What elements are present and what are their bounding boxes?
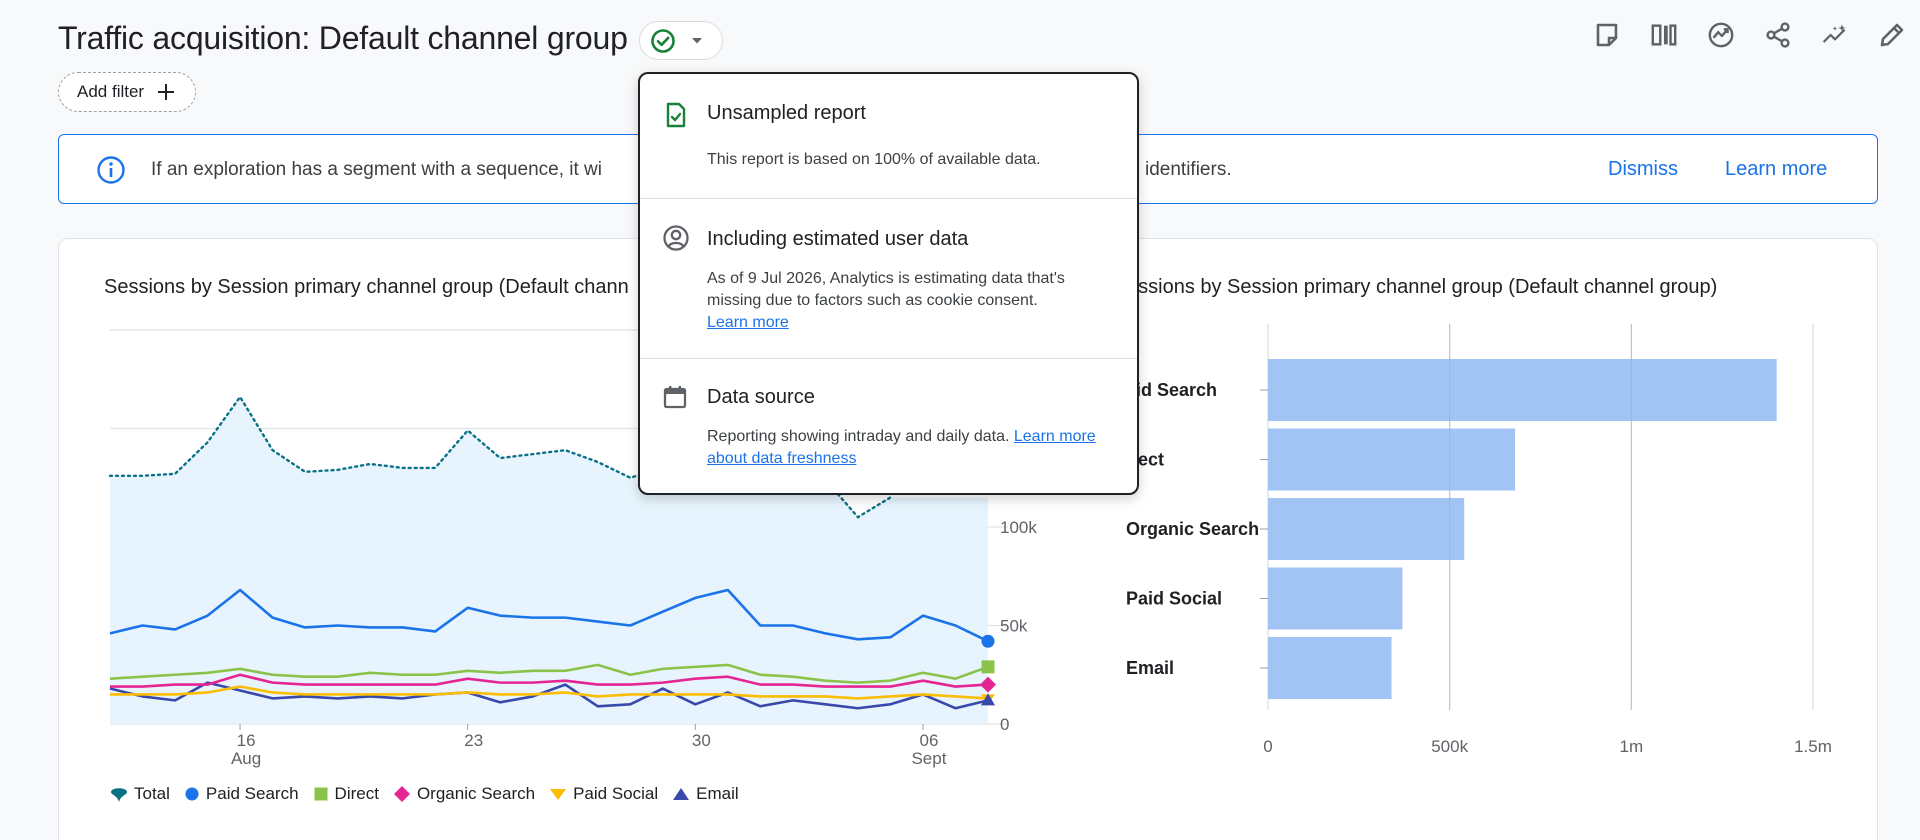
note-icon[interactable] bbox=[1593, 17, 1621, 53]
organic-search-line bbox=[110, 673, 989, 688]
legend-label: Email bbox=[696, 784, 739, 803]
page-title: Traffic acquisition: Default channel gro… bbox=[58, 20, 628, 56]
data-quality-status-button[interactable] bbox=[639, 21, 723, 60]
x-tick-sublabel: Aug bbox=[231, 749, 261, 768]
y-tick-label: 0 bbox=[1000, 715, 1009, 734]
learn-more-link[interactable]: Learn more bbox=[1725, 158, 1828, 180]
legend-label: Paid Search bbox=[205, 784, 299, 803]
line-chart-title: Sessions by Session primary channel grou… bbox=[104, 276, 629, 298]
compare-icon[interactable] bbox=[1650, 17, 1678, 53]
legend-item-paid-social[interactable]: Paid Social bbox=[549, 784, 658, 804]
email-line bbox=[109, 681, 989, 710]
legend-marker-total-icon bbox=[110, 785, 128, 803]
legend-label: Total bbox=[134, 784, 170, 803]
legend-item-paid-search[interactable]: Paid Search bbox=[184, 784, 299, 804]
y-tick-label: 100k bbox=[1000, 518, 1037, 537]
report-toolbar bbox=[1593, 17, 1906, 53]
legend-label: Direct bbox=[334, 784, 379, 803]
legend-marker-organic-search-icon bbox=[393, 785, 411, 803]
info-icon bbox=[97, 156, 125, 184]
popover-divider bbox=[640, 358, 1137, 359]
legend-marker-direct-icon bbox=[313, 786, 329, 802]
x-tick-label: 16 bbox=[237, 731, 256, 750]
organic-end-marker bbox=[980, 676, 996, 693]
legend-label: Paid Social bbox=[573, 784, 659, 803]
legend-item-email[interactable]: Email bbox=[672, 784, 739, 804]
x-tick-sublabel: Sept bbox=[911, 749, 946, 768]
line-chart-legend: Total Paid Search Direct Organic Search Paid… bbox=[110, 784, 739, 804]
plus-icon bbox=[158, 84, 175, 100]
popover-divider bbox=[640, 198, 1137, 199]
data-source-body: Reporting showing intraday and daily dat… bbox=[707, 428, 1096, 467]
add-filter-label: Add filter bbox=[77, 82, 145, 101]
estimated-data-body: As of 9 Jul 2026, Analytics is estimatin… bbox=[707, 270, 1065, 331]
direct-line bbox=[109, 663, 989, 684]
legend-item-direct[interactable]: Direct bbox=[313, 784, 379, 804]
banner-text: If an exploration has a segment with a s… bbox=[151, 159, 602, 180]
estimated-data-title: Including estimated user data bbox=[707, 228, 969, 250]
legend-label: Organic Search bbox=[416, 784, 536, 803]
direct-end-marker bbox=[981, 660, 995, 674]
paid-search-end-marker bbox=[981, 634, 995, 648]
x-tick-label: 30 bbox=[692, 731, 711, 750]
unsampled-title: Unsampled report bbox=[707, 102, 866, 124]
account-circle-icon bbox=[663, 225, 689, 251]
data-freshness-link[interactable]: Learn more about data freshness bbox=[707, 428, 1096, 467]
bar-chart-title: essions by Session primary channel group… bbox=[1127, 276, 1718, 298]
estimated-learn-more-link[interactable]: Learn more bbox=[707, 314, 789, 331]
x-tick-label: 06 bbox=[920, 731, 939, 750]
insights-icon[interactable] bbox=[1707, 17, 1735, 53]
add-filter-button[interactable]: Add filter bbox=[58, 72, 196, 112]
banner-text-end: identifiers. bbox=[1145, 159, 1232, 180]
legend-marker-paid-social-icon bbox=[549, 786, 567, 802]
edit-icon[interactable] bbox=[1878, 17, 1906, 53]
legend-marker-paid-search-icon bbox=[184, 786, 200, 802]
legend-item-total[interactable]: Total bbox=[110, 784, 170, 804]
paid-social-line bbox=[110, 685, 989, 700]
y-tick-label: 50k bbox=[1000, 617, 1028, 636]
verified-doc-icon bbox=[666, 102, 686, 128]
legend-item-organic-search[interactable]: Organic Search bbox=[393, 784, 535, 804]
x-tick-label: 23 bbox=[464, 731, 483, 750]
sparkle-trend-icon[interactable] bbox=[1821, 17, 1849, 53]
caret-down-icon bbox=[692, 37, 702, 43]
paid-search-line bbox=[109, 588, 989, 643]
calendar-icon bbox=[663, 386, 687, 409]
data-source-title: Data source bbox=[707, 386, 815, 408]
unsampled-body: This report is based on 100% of availabl… bbox=[707, 151, 1041, 168]
share-icon[interactable] bbox=[1764, 17, 1792, 53]
legend-marker-email-icon bbox=[672, 786, 690, 802]
data-quality-popover: Unsampled report This report is based on… bbox=[638, 72, 1139, 495]
email-end-marker bbox=[981, 693, 995, 706]
dismiss-button[interactable]: Dismiss bbox=[1608, 158, 1678, 180]
check-circle-icon bbox=[651, 28, 675, 53]
